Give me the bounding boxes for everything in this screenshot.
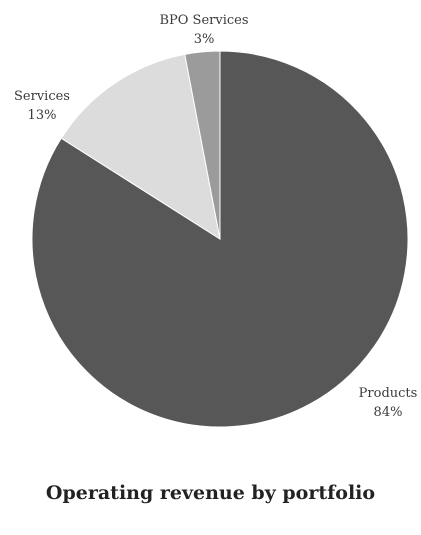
slice-label-products: Products [359,386,418,401]
slice-label-bpo-services: BPO Services [159,13,248,28]
chart-title: Operating revenue by portfolio [45,482,376,504]
pie-labels: Products 84% Services 13% BPO Services 3% [14,13,417,420]
slice-value-bpo-services: 3% [194,32,215,47]
pie-slices [31,50,409,428]
slice-label-services: Services [14,89,70,104]
pie-slice-services [60,53,221,241]
pie-slice-bpo-services [184,50,221,240]
slice-value-products: 84% [374,405,403,420]
slice-value-services: 13% [28,108,57,123]
